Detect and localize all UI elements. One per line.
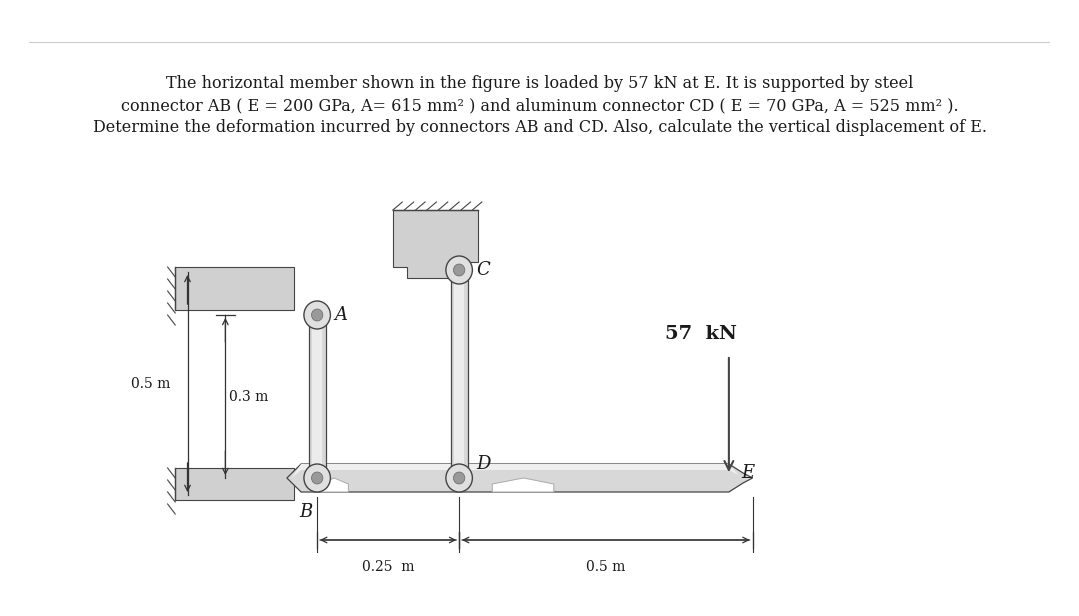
Polygon shape [309,315,326,478]
Text: connector AB ( E = 200 GPa, A= 615 mm² ) and aluminum connector CD ( E = 70 GPa,: connector AB ( E = 200 GPa, A= 615 mm² )… [121,97,958,114]
Circle shape [304,301,330,329]
Circle shape [446,256,473,284]
Text: 0.5 m: 0.5 m [586,560,626,574]
Text: 0.3 m: 0.3 m [229,389,269,403]
Polygon shape [454,280,464,468]
Polygon shape [175,468,293,500]
Circle shape [453,264,465,276]
Text: Determine the deformation incurred by connectors AB and CD. Also, calculate the : Determine the deformation incurred by co… [93,119,986,136]
Text: E: E [741,464,754,482]
Text: B: B [299,503,313,521]
Polygon shape [287,464,752,492]
Polygon shape [451,270,467,478]
Text: 0.25  m: 0.25 m [361,560,414,574]
Polygon shape [291,464,738,478]
Polygon shape [320,478,349,492]
Circle shape [304,464,330,492]
Text: A: A [334,306,347,324]
Circle shape [446,464,473,492]
Circle shape [312,309,323,321]
Text: D: D [476,455,491,473]
Polygon shape [175,267,293,310]
Polygon shape [151,210,805,560]
Polygon shape [492,478,554,492]
Text: The horizontal member shown in the figure is loaded by 57 kN at E. It is support: The horizontal member shown in the figur… [166,75,913,92]
Polygon shape [393,210,478,278]
Polygon shape [313,325,322,468]
Text: 57  kN: 57 kN [665,325,737,343]
Circle shape [312,472,323,484]
Text: 0.5 m: 0.5 m [131,376,170,391]
Text: C: C [476,261,490,279]
Circle shape [453,472,465,484]
